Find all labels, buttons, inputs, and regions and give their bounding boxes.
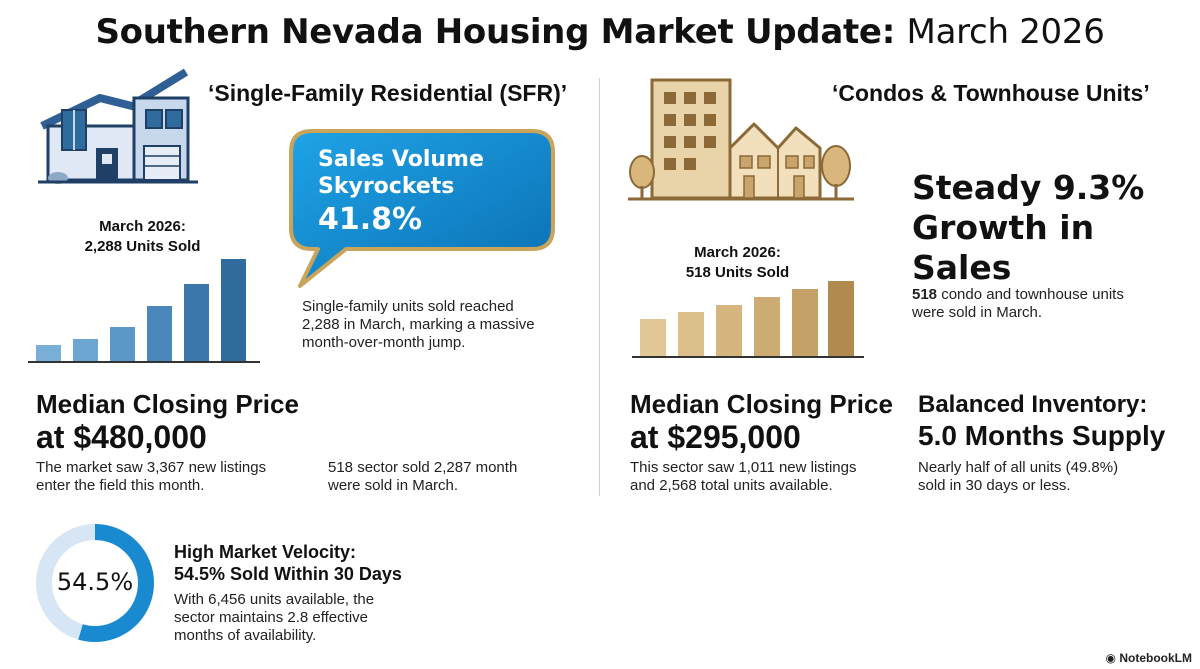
sfr-units-month: March 2026: [99, 218, 186, 235]
inventory-heading-1: Balanced Inventory: [918, 391, 1148, 418]
sfr-units-count: 2,288 Units Sold [84, 238, 201, 255]
donut-value: 54.5% [56, 568, 134, 596]
house-icon [38, 68, 198, 184]
bubble-text: Sales Volume Skyrockets 41.8% [318, 146, 484, 240]
condo-units-month: March 2026: [694, 244, 781, 261]
title-date: March 2026 [906, 12, 1105, 52]
inventory-block: Balanced Inventory: 5.0 Months Supply [918, 390, 1165, 452]
condo-listings-line: This sector saw 1,011 new listings [630, 459, 857, 476]
condo-median-heading: Median Closing Price [630, 389, 893, 419]
condo-bar-4 [754, 297, 780, 356]
bubble-line-1: Sales Volume [318, 147, 484, 172]
notebooklm-label: NotebookLM [1119, 651, 1192, 665]
condo-growth-line-1: Steady 9.3% [912, 168, 1145, 207]
condo-units-label: March 2026: 518 Units Sold [655, 243, 820, 283]
sfr-bar-4 [147, 306, 172, 361]
condo-sold-text: condo and townhouse units [937, 286, 1124, 303]
notebooklm-logo: ◉ NotebookLM [1106, 651, 1192, 665]
sfr-sales-desc-line: month-over-month jump. [302, 334, 466, 351]
condo-chart-baseline [632, 356, 864, 358]
condo-bar-6 [828, 281, 854, 356]
sfr-bar-chart [36, 258, 246, 361]
condo-median-price: at $295,000 [630, 419, 801, 455]
condo-bar-chart [640, 281, 854, 356]
inventory-desc-line: sold in 30 days or less. [918, 477, 1071, 494]
condo-sold-line-2: were sold in March. [912, 304, 1043, 321]
inventory-desc-line: Nearly half of all units (49.8%) [918, 459, 1119, 476]
bubble-line-2: Skyrockets [318, 174, 455, 199]
sfr-sector-line: were sold in March. [328, 477, 459, 494]
sfr-median-block: Median Closing Price at $480,000 [36, 388, 299, 454]
notebooklm-icon: ◉ [1105, 651, 1116, 665]
velocity-donut [36, 524, 154, 642]
velocity-desc-line: With 6,456 units available, the [174, 591, 375, 608]
sfr-listings-line: enter the field this month. [36, 477, 205, 494]
title-main: Southern Nevada Housing Market Update: [95, 12, 895, 52]
velocity-block: High Market Velocity: 54.5% Sold Within … [174, 541, 402, 645]
sfr-sector-desc: 518 sector sold 2,287 month were sold in… [328, 459, 517, 495]
bubble-percent: 41.8% [318, 202, 423, 237]
condo-listings-desc: This sector saw 1,011 new listings and 2… [630, 459, 857, 495]
sfr-sales-desc-line: 2,288 in March, marking a massive [302, 316, 535, 333]
donut-arc [36, 524, 154, 642]
condo-growth-line-2: Growth in Sales [912, 208, 1095, 287]
sfr-chart-baseline [28, 361, 260, 363]
sfr-listings-line: The market saw 3,367 new listings [36, 459, 267, 476]
sfr-listings-desc: The market saw 3,367 new listings enter … [36, 459, 266, 495]
sfr-heading: ‘Single-Family Residential (SFR)’ [208, 80, 568, 106]
sfr-sector-line: 518 sector sold 2,287 month [328, 459, 518, 476]
velocity-desc-line: months of availability. [174, 627, 317, 644]
condo-heading: ‘Condos & Townhouse Units’ [832, 80, 1150, 106]
sfr-sales-desc-line: Single-family units sold reached [302, 298, 514, 315]
sfr-bar-5 [184, 284, 209, 361]
inventory-desc: Nearly half of all units (49.8%) sold in… [918, 459, 1118, 495]
condo-sold-count: 518 [912, 286, 938, 303]
page-title: Southern Nevada Housing Market Update: M… [0, 12, 1200, 52]
sfr-bar-2 [73, 339, 98, 361]
sales-volume-bubble [289, 129, 555, 288]
condo-bar-3 [716, 305, 742, 356]
condo-building-icon [628, 78, 854, 201]
sfr-median-heading: Median Closing Price [36, 389, 299, 419]
sfr-sales-desc: Single-family units sold reached 2,288 i… [302, 298, 535, 352]
sfr-units-label: March 2026: 2,288 Units Sold [60, 217, 225, 257]
velocity-heading-1: High Market Velocity: [174, 542, 357, 562]
condo-growth-block: Steady 9.3% Growth in Sales [912, 168, 1200, 288]
sfr-bar-3 [110, 327, 135, 361]
condo-bar-1 [640, 319, 666, 356]
condo-bar-2 [678, 312, 704, 356]
section-divider [599, 78, 600, 496]
condo-sold-desc: 518 condo and townhouse units were sold … [912, 286, 1124, 322]
condo-bar-5 [792, 289, 818, 356]
velocity-desc: With 6,456 units available, the sector m… [174, 591, 402, 645]
velocity-desc-line: sector maintains 2.8 effective [174, 609, 368, 626]
condo-listings-line: and 2,568 total units available. [630, 477, 833, 494]
sfr-bar-1 [36, 345, 61, 361]
inventory-heading-2: 5.0 Months Supply [918, 420, 1166, 451]
condo-units-count: 518 Units Sold [685, 264, 790, 281]
velocity-heading-2: 54.5% Sold Within 30 Days [174, 564, 402, 584]
sfr-bar-6 [221, 259, 246, 361]
condo-median-block: Median Closing Price at $295,000 [630, 388, 893, 454]
sfr-median-price: at $480,000 [36, 419, 207, 455]
